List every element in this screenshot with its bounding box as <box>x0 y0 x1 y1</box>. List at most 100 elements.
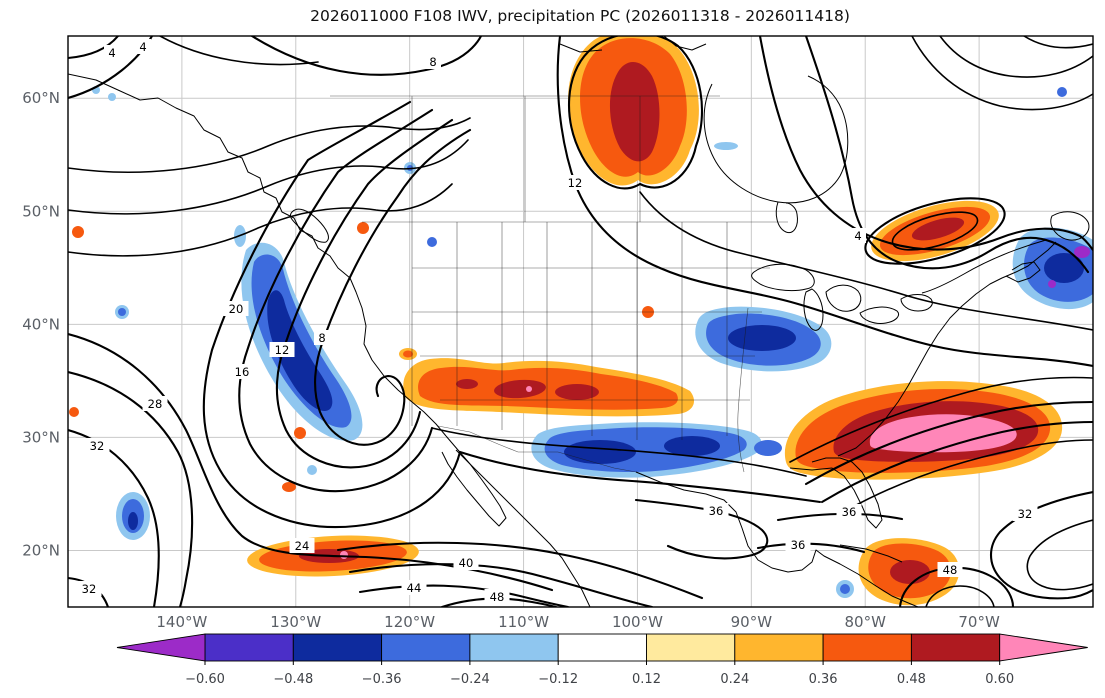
colorbar-tick-label: −0.24 <box>450 672 490 687</box>
colorbar: −0.60 −0.48 −0.36 −0.24 −0.12 0.12 0.24 0.36 0.4… <box>116 633 1088 687</box>
colorbar-tick-label: −0.12 <box>538 672 578 687</box>
shaded-region-negative-core <box>564 440 636 464</box>
contour-line <box>1023 36 1093 49</box>
contour-label: 32 <box>90 439 105 453</box>
contour-label: 12 <box>568 176 583 190</box>
x-tick-label: 130°W <box>270 613 321 631</box>
contour-line-48 <box>440 597 558 607</box>
colorbar-segment <box>381 633 471 662</box>
shaded-region-positive-core <box>609 61 660 162</box>
shaded-spot-positive <box>282 482 296 492</box>
coastline-newfoundland <box>1050 211 1090 241</box>
contour-line <box>68 139 469 215</box>
contour-label-bg <box>84 438 110 453</box>
contour-label: 16 <box>235 365 250 379</box>
contour-line-8 <box>314 128 472 446</box>
shaded-spot-positive <box>403 350 413 358</box>
shaded-spot-negative <box>307 465 317 475</box>
contour-line <box>911 36 1093 111</box>
hudson-bay <box>703 75 849 204</box>
colorbar-segment <box>734 633 824 662</box>
contour-ring <box>864 197 1006 265</box>
political-borders <box>330 95 788 473</box>
coastline-west <box>68 73 447 437</box>
x-tick-label: 90°W <box>731 613 773 631</box>
coastline-gulf <box>635 471 919 607</box>
colorbar-tick-label: 0.12 <box>632 672 661 687</box>
contour-label-bg <box>785 537 811 552</box>
y-tick-label: 20°N <box>22 541 60 559</box>
y-tick-label: 30°N <box>22 428 60 446</box>
contour-line <box>820 420 1093 504</box>
contour-label-bg <box>1012 506 1038 521</box>
y-axis-tick-labels: 20°N 30°N 40°N 50°N 60°N <box>22 89 60 559</box>
contour-label-bg <box>104 45 120 60</box>
contour-label-bg <box>269 342 295 357</box>
contour-line-8 <box>758 36 1093 252</box>
colorbar-tick-label: 0.48 <box>897 672 926 687</box>
contour-label-bg <box>703 503 729 518</box>
shaded-spot-negative <box>714 142 738 150</box>
contour-label-bg <box>562 175 588 190</box>
x-tick-label: 70°W <box>958 613 1000 631</box>
shaded-region-negative-extreme <box>1074 246 1090 258</box>
contour-line <box>839 439 1093 515</box>
contour-line-16 <box>431 427 807 477</box>
contour-label-bg <box>453 555 479 570</box>
contour-label-bg <box>76 581 102 596</box>
contour-line-36 <box>634 498 769 560</box>
shaded-region-positive <box>418 366 678 410</box>
shaded-spot-positive <box>72 226 84 238</box>
y-tick-label: 50°N <box>22 202 60 220</box>
colorbar-tick-label: 0.60 <box>985 672 1014 687</box>
shaded-spot-positive <box>357 222 369 234</box>
shaded-region-negative-core <box>128 512 138 530</box>
shaded-spot-negative <box>118 308 126 316</box>
contour-label: 28 <box>148 397 163 411</box>
james-bay <box>775 201 798 234</box>
contour-line <box>159 36 319 66</box>
contour-label: 48 <box>943 563 958 577</box>
contour-line-20 <box>202 100 822 528</box>
contour-label-bg <box>314 330 330 345</box>
x-tick-label: 120°W <box>384 613 435 631</box>
colorbar-segment <box>292 633 383 662</box>
contour-label: 24 <box>295 539 310 553</box>
contour-label: 20 <box>229 302 244 316</box>
contour-label: 8 <box>429 55 436 69</box>
contour-label: 32 <box>82 582 97 596</box>
shaded-region-negative <box>754 440 782 456</box>
contour-line <box>939 36 1093 78</box>
shaded-region-negative-core <box>267 290 333 412</box>
figure-title: 2026011000 F108 IWV, precipitation PC (2… <box>310 7 850 25</box>
contour-ring <box>567 36 704 190</box>
shaded-region-positive-core <box>456 379 478 389</box>
contour-label-bg <box>135 39 151 54</box>
arctic-coast <box>559 43 603 53</box>
shaded-spot-negative <box>1057 87 1067 97</box>
shaded-region-positive-extreme <box>869 414 1017 453</box>
coastline-baja <box>441 435 507 527</box>
contour-line-12 <box>556 36 1093 368</box>
contour-label: 36 <box>842 505 857 519</box>
state-borders-horizontal <box>412 267 770 401</box>
coastline-florida <box>789 457 883 529</box>
contour-line-16 <box>238 108 434 493</box>
colorbar-tick-label: −0.48 <box>273 672 313 687</box>
contour-ring <box>891 211 979 251</box>
contour-label: 40 <box>459 556 474 570</box>
shaded-spot-positive <box>294 427 306 439</box>
contour-label: 48 <box>490 590 505 604</box>
contour-line <box>804 400 1093 486</box>
lake-huron <box>825 284 862 312</box>
shaded-spot-negative <box>840 584 850 594</box>
contour-line-48 <box>898 566 1015 607</box>
contour-line <box>639 191 1093 331</box>
x-tick-label: 110°W <box>498 613 549 631</box>
colorbar-tick-label: −0.60 <box>185 672 225 687</box>
contour-label: 12 <box>275 343 290 357</box>
contour-line-4 <box>804 36 1090 274</box>
